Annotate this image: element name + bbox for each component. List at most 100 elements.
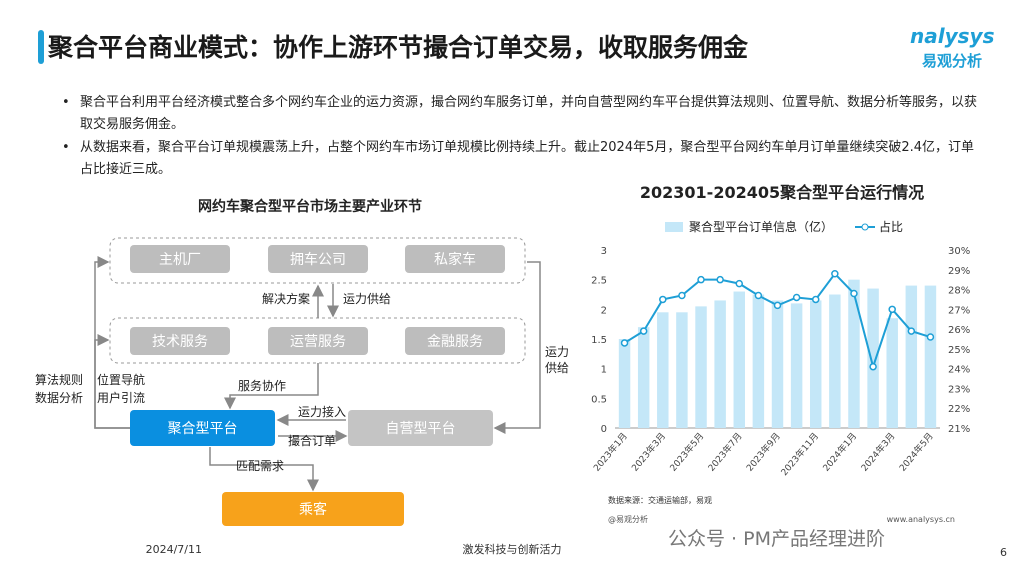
edge-label: 数据分析 [35,390,83,405]
x-tick-label: 2024年1月 [820,430,859,473]
watermark: @易观分析 [608,514,648,524]
bar [790,303,803,428]
y-tick-label: 2.5 [591,276,607,287]
bar [752,294,765,428]
y2-tick-label: 27% [948,305,970,316]
node-box [130,410,275,446]
x-tick-label: 2024年5月 [897,430,936,473]
y-tick-label: 1 [601,365,607,376]
legend-swatch [665,222,683,232]
node-label: 运营服务 [290,334,346,350]
edge-label: 供给 [545,361,569,375]
logo-cn: 易观分析 [922,52,983,70]
y-tick-label: 0.5 [591,394,607,405]
bullet: 聚合平台利用平台经济模式整合多个网约车企业的运力资源，撮合网约车服务订单，并向自… [62,92,980,136]
line-point [639,327,648,335]
diagram-title: 网约车聚合型平台市场主要产业环节 [198,198,422,215]
bar [657,312,669,428]
line-point [926,333,935,341]
line-point [735,279,744,288]
node-box [348,410,493,446]
y-tick-label: 2 [601,305,607,316]
line-point [792,293,801,302]
bar [867,288,879,428]
y-tick-label: 3 [601,246,607,257]
x-tick-label: 2023年11月 [778,430,821,478]
bar [905,285,918,428]
page-number: 6 [1000,546,1007,559]
y-tick-label: 0 [601,424,607,435]
footer-date: 2024/7/11 [146,543,202,556]
line-point [888,305,896,314]
edge-label: 运力 [545,345,569,359]
chart-source: 数据来源：交通运输部，易观 [608,495,712,505]
line-point [620,339,629,347]
x-tick-label: 2023年7月 [705,430,744,473]
bar [829,294,841,428]
y2-tick-label: 29% [948,266,970,277]
y2-tick-label: 30% [948,246,970,257]
node-label: 技术服务 [152,334,208,350]
x-tick-label: 2024年3月 [858,430,897,473]
bar [886,318,898,428]
line-point [831,269,839,278]
line-point [678,291,686,300]
node-box [268,245,368,273]
slide-title: 聚合平台商业模式：协作上游环节撮合订单交易，收取服务佣金 [48,33,749,62]
x-tick-label: 2023年9月 [744,430,783,473]
line-point [716,275,724,284]
y2-tick-label: 26% [948,325,970,336]
edge-label: 运力供给 [343,292,391,306]
edge-label: 算法规则 [35,372,83,387]
y2-tick-label: 21% [948,424,970,435]
line-point [811,295,820,304]
y2-tick-label: 22% [948,404,970,415]
footer-slogan: 激发科技与创新活力 [463,542,562,556]
edge-label: 解决方案 [262,291,310,306]
edge-label: 用户引流 [97,390,145,405]
site: www.analysys.cn [887,515,955,524]
bar [714,300,726,428]
node-box [130,245,230,273]
edge-label: 服务协作 [238,378,286,393]
x-tick-label: 2023年3月 [629,430,668,473]
x-tick-label: 2023年5月 [667,430,706,473]
chart-title: 202301-202405聚合型平台运行情况 [640,183,924,202]
node-label: 聚合型平台 [168,421,238,437]
line-point [754,291,763,300]
bar [618,339,631,428]
legend-label: 聚合型平台订单信息（亿） [689,219,833,234]
node-label: 自营型平台 [386,421,456,437]
node-label: 私家车 [434,251,476,268]
edge-label: 位置导航 [97,372,145,387]
y2-tick-label: 24% [948,365,970,376]
line-point [869,362,877,371]
node-box [222,492,404,526]
y2-tick-label: 23% [948,384,970,395]
bar [810,300,822,428]
title-accent [38,30,44,64]
bar [771,300,784,428]
legend-swatch [861,223,869,231]
line-point [659,295,667,304]
y-tick-label: 1.5 [591,335,607,346]
legend-label: 占比 [879,219,903,234]
y2-tick-label: 25% [948,345,970,356]
edge-label: 撮合订单 [288,433,336,448]
bar [695,306,707,428]
line-point [697,275,705,284]
node-label: 主机厂 [159,252,201,268]
bar [733,291,745,428]
node-box [405,327,505,355]
bar [676,312,688,428]
node-box [268,327,368,355]
y2-tick-label: 28% [948,286,970,297]
logo-en: nalysys [910,24,995,48]
line-point [907,327,916,335]
bar [924,285,937,428]
bar [637,327,650,428]
node-label: 乘客 [299,501,327,518]
bar [848,279,860,428]
x-tick-label: 2023年1月 [591,430,630,473]
